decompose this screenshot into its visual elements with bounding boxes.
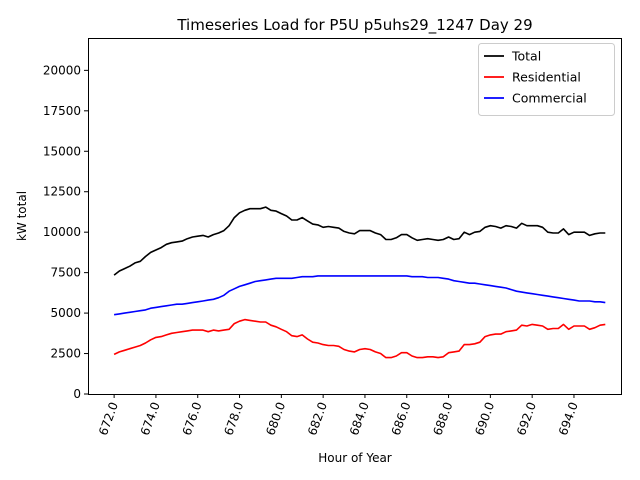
x-tick-labels: 672.0 674.0 676.0 678.0 680.0 682.0 684.0 686.0… [96, 400, 581, 437]
y-tick-label: 7500 [50, 266, 81, 280]
y-tick-label: 10000 [43, 225, 81, 239]
chart-title: Timeseries Load for P5U p5uhs29_1247 Day… [176, 16, 532, 35]
y-tick-label: 17500 [43, 104, 81, 118]
legend-label-commercial: Commercial [512, 91, 587, 106]
y-tick-label: 15000 [43, 144, 81, 158]
y-tick-label: 5000 [50, 306, 81, 320]
series-line-total [113, 206, 606, 276]
legend: Total Residential Commercial [478, 43, 615, 116]
legend-label-residential: Residential [512, 70, 581, 85]
series-line-residential [113, 318, 606, 359]
y-tick-label: 12500 [43, 185, 81, 199]
legend-label-total: Total [511, 49, 541, 64]
y-tick-labels: 0 2500 5000 7500 10000 12500 15000 17500 20000 [43, 63, 81, 401]
y-tick-label: 20000 [43, 63, 81, 77]
plot-frame [88, 38, 622, 395]
y-axis-label: kW total [15, 191, 29, 241]
y-tick-label: 0 [73, 387, 81, 401]
series-line-commercial [113, 275, 606, 316]
x-axis-label: Hour of Year [318, 451, 392, 465]
series-lines [113, 206, 606, 359]
y-tick-label: 2500 [50, 347, 81, 361]
legend-box [478, 43, 615, 116]
